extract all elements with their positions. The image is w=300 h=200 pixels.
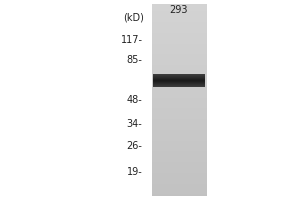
Text: (kD): (kD) — [123, 13, 144, 23]
Text: 19-: 19- — [127, 167, 142, 177]
Text: 117-: 117- — [121, 35, 142, 45]
Text: 26-: 26- — [127, 141, 142, 151]
Text: 48-: 48- — [127, 95, 142, 105]
Text: 293: 293 — [169, 5, 188, 15]
Text: 34-: 34- — [127, 119, 142, 129]
Text: 85-: 85- — [127, 55, 142, 65]
